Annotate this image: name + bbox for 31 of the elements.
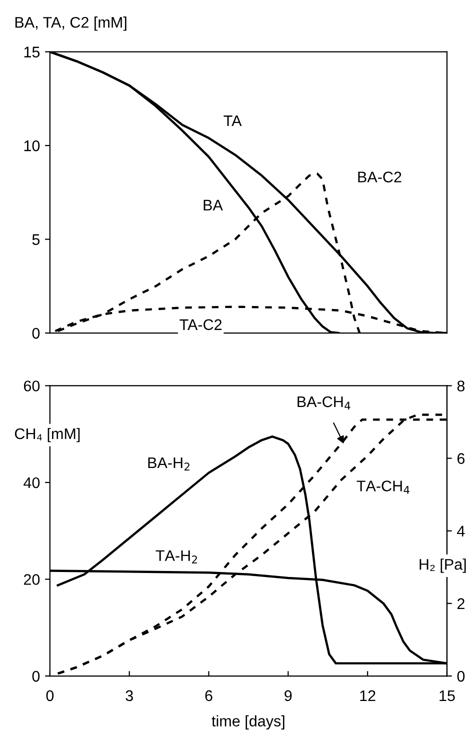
y2-tick-label: 8 [457, 380, 465, 392]
text: BA-C2 [358, 172, 402, 182]
y-tick-label: 5 [32, 234, 40, 245]
y-tick-label: 60 [24, 380, 40, 392]
x-tick-label: 0 [46, 690, 54, 702]
series-label: TA-H$_{2}$ [156, 550, 197, 564]
y2-tick-label: 4 [457, 526, 465, 536]
y-tick-label: 0 [32, 328, 40, 339]
x-tick-label: 6 [205, 690, 212, 702]
x-tick-label: 15 [440, 690, 455, 702]
x-tick-label: 9 [284, 690, 292, 702]
y-tick-label: 10 [24, 140, 40, 152]
y2-axis-title: H₂ [Pa] [420, 558, 466, 573]
y-tick-label: 15 [24, 46, 40, 58]
x-axis-title: time [days] [212, 715, 284, 730]
series-label: BA-CH$_{4}$ [298, 396, 350, 410]
y-tick-label: 40 [24, 477, 40, 488]
y-tick-label: 20 [24, 574, 40, 585]
x-tick-label: 3 [126, 690, 133, 702]
y2-tick-label: 0 [457, 670, 465, 682]
series-label: TA-CH$_{4}$ [356, 480, 410, 494]
series-label: TA [224, 116, 242, 126]
y-tick-label: 0 [32, 670, 40, 682]
series-label: BA [204, 200, 223, 210]
y-axis-title: BA, TA, C2 [mM] [15, 16, 126, 31]
series-label: TA-C2 [180, 319, 222, 330]
y-axis-title: CH₄ [mM] [14, 428, 80, 442]
x-tick-label: 12 [360, 690, 376, 701]
y2-tick-label: 2 [457, 598, 464, 609]
series-label: BA-H$_{2}$ [148, 458, 190, 471]
y2-tick-label: 6 [457, 453, 465, 464]
